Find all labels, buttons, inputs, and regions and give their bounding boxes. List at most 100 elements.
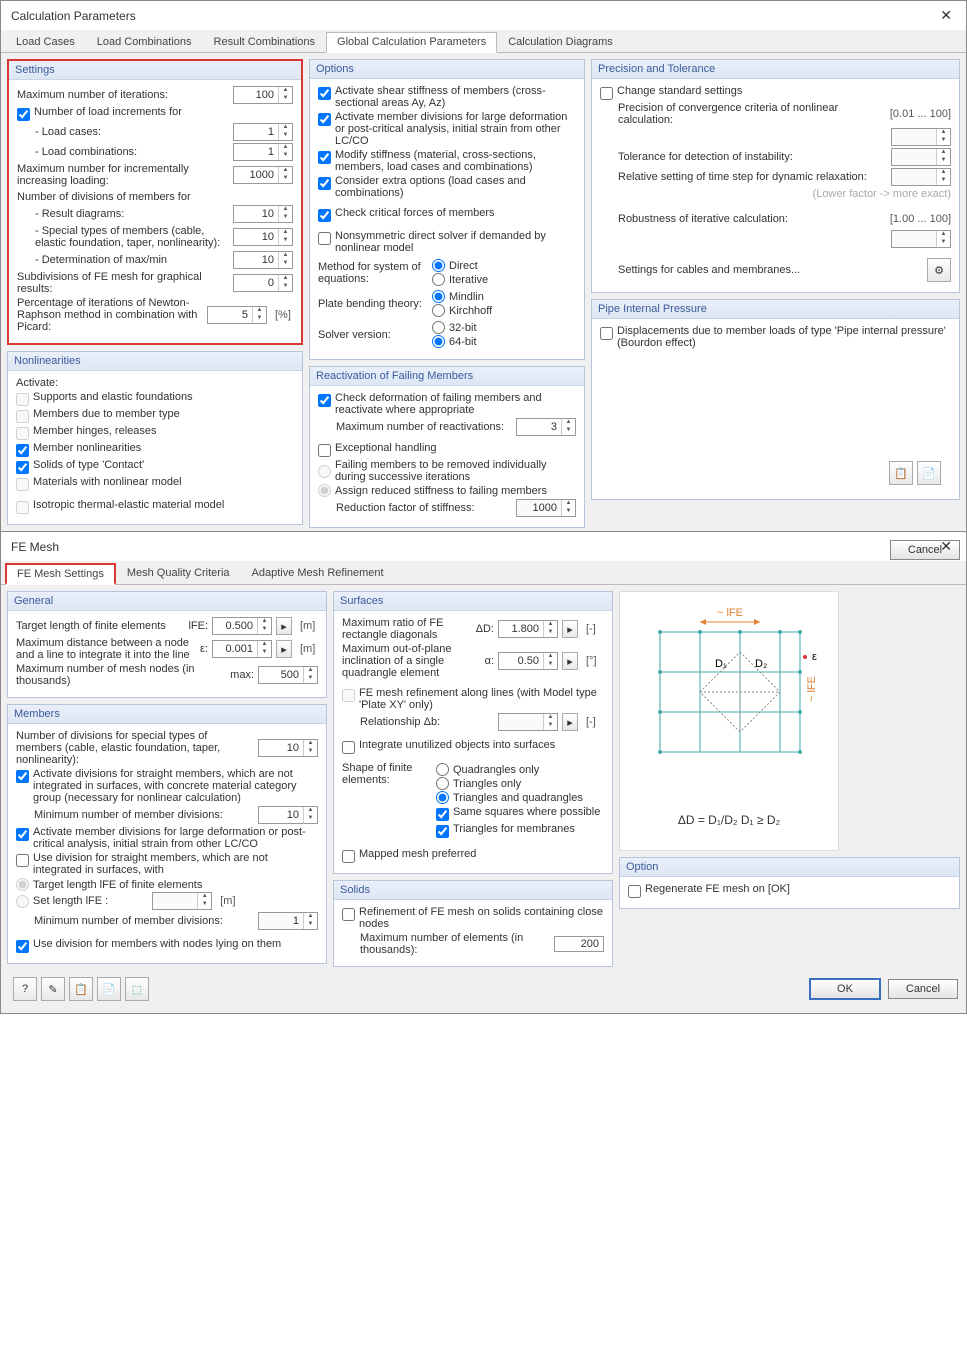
calc-params-dialog: Calculation Parameters ✕ Load Cases Load… bbox=[0, 0, 967, 567]
result-diag-input[interactable]: ▲▼ bbox=[233, 205, 293, 223]
group-option: Option Regenerate FE mesh on [OK] bbox=[619, 857, 960, 909]
max-iter-input[interactable]: ▲▼ bbox=[233, 86, 293, 104]
radio-64bit[interactable] bbox=[432, 335, 445, 348]
close-icon[interactable]: ✕ bbox=[936, 7, 956, 24]
icon-b[interactable]: 📄 bbox=[917, 461, 941, 485]
chk-same-sq[interactable] bbox=[436, 808, 449, 821]
lbl-max-iter: Maximum number of iterations: bbox=[17, 89, 229, 101]
maxnodes-input[interactable]: ▲▼ bbox=[258, 666, 318, 684]
chk-mapped[interactable] bbox=[342, 850, 355, 863]
chk-except[interactable] bbox=[318, 444, 331, 457]
chk-tri-memb[interactable] bbox=[436, 825, 449, 838]
incl-extra-icon[interactable]: ▸ bbox=[562, 652, 578, 670]
svg-text:~ lFE: ~ lFE bbox=[717, 607, 743, 619]
chk-nodes-lying[interactable] bbox=[16, 940, 29, 953]
tabs-2: FE Mesh Settings Mesh Quality Criteria A… bbox=[1, 561, 966, 585]
help-icon[interactable]: ? bbox=[13, 977, 37, 1001]
copy-icon[interactable]: 📋 bbox=[69, 977, 93, 1001]
mem-div-input[interactable]: ▲▼ bbox=[258, 739, 318, 757]
tab-calc-diag[interactable]: Calculation Diagrams bbox=[497, 32, 624, 52]
radio-iterative[interactable] bbox=[432, 273, 445, 286]
titlebar-2: FE Mesh ✕ bbox=[1, 532, 966, 561]
target-input[interactable]: ▲▼ bbox=[212, 617, 272, 635]
chk-solid-refine[interactable] bbox=[342, 908, 355, 921]
chk-extra[interactable] bbox=[318, 177, 331, 190]
tab-quality[interactable]: Mesh Quality Criteria bbox=[116, 563, 241, 584]
chk-members-type bbox=[16, 410, 29, 423]
tab-global-calc[interactable]: Global Calculation Parameters bbox=[326, 32, 497, 53]
tab-result-comb[interactable]: Result Combinations bbox=[203, 32, 327, 52]
group-reactivation: Reactivation of Failing Members Check de… bbox=[309, 366, 585, 528]
chk-change-std[interactable] bbox=[600, 87, 613, 100]
tabs-1: Load Cases Load Combinations Result Comb… bbox=[1, 30, 966, 53]
chk-act1[interactable] bbox=[16, 770, 29, 783]
special-input[interactable]: ▲▼ bbox=[233, 228, 293, 246]
radio-assign bbox=[318, 484, 331, 497]
maxmin-input[interactable]: ▲▼ bbox=[233, 251, 293, 269]
tab-load-cases[interactable]: Load Cases bbox=[5, 32, 86, 52]
titlebar-1: Calculation Parameters ✕ bbox=[1, 1, 966, 30]
chk-shear[interactable] bbox=[318, 87, 331, 100]
subdiv-input[interactable]: ▲▼ bbox=[233, 274, 293, 292]
chk-nonsym[interactable] bbox=[318, 232, 331, 245]
radio-tri-quad[interactable] bbox=[436, 791, 449, 804]
settings-head: Settings bbox=[9, 61, 301, 80]
chk-react-check[interactable] bbox=[318, 394, 331, 407]
tab-load-comb[interactable]: Load Combinations bbox=[86, 32, 203, 52]
svg-text:D₁: D₁ bbox=[715, 658, 727, 670]
bottom-iconbar: ? ✎ 📋 📄 ⬚ bbox=[9, 973, 153, 1005]
edit-icon[interactable]: ✎ bbox=[41, 977, 65, 1001]
target-extra-icon[interactable]: ▸ bbox=[276, 617, 292, 635]
tab-fe-settings[interactable]: FE Mesh Settings bbox=[5, 563, 116, 585]
group-solids: Solids Refinement of FE mesh on solids c… bbox=[333, 880, 613, 967]
chk-div-large[interactable] bbox=[318, 113, 331, 126]
chk-load-incr[interactable] bbox=[17, 108, 30, 121]
close-icon-2[interactable]: ✕ bbox=[936, 538, 956, 555]
paste-icon[interactable]: 📄 bbox=[97, 977, 121, 1001]
load-comb-input[interactable]: ▲▼ bbox=[233, 143, 293, 161]
chk-act2[interactable] bbox=[16, 828, 29, 841]
chk-critical[interactable] bbox=[318, 209, 331, 222]
radio-tri[interactable] bbox=[436, 777, 449, 790]
incl-input[interactable]: ▲▼ bbox=[498, 652, 558, 670]
svg-text:~ lFE: ~ lFE bbox=[806, 676, 818, 702]
cancel-button-2[interactable]: Cancel bbox=[888, 979, 958, 999]
ok-button[interactable]: OK bbox=[810, 979, 880, 999]
mesh-diagram: ~ lFE ε ~ lFE D₁D₂ ΔD = D₁/D₂ D₁ ≥ D₂ bbox=[619, 591, 839, 851]
group-pipe: Pipe Internal Pressure Displacements due… bbox=[591, 299, 960, 500]
mindiv-input[interactable]: ▲▼ bbox=[258, 806, 318, 824]
chk-materials bbox=[16, 478, 29, 491]
radio-set-lfe bbox=[16, 895, 29, 908]
chk-mod-stiff[interactable] bbox=[318, 151, 331, 164]
radio-mindlin[interactable] bbox=[432, 290, 445, 303]
ratio-extra-icon[interactable]: ▸ bbox=[562, 620, 578, 638]
tab-adaptive[interactable]: Adaptive Mesh Refinement bbox=[241, 563, 395, 584]
calc-icon[interactable]: ⬚ bbox=[125, 977, 149, 1001]
radio-32bit[interactable] bbox=[432, 321, 445, 334]
radio-quad[interactable] bbox=[436, 763, 449, 776]
maxdist-input[interactable]: ▲▼ bbox=[212, 640, 272, 658]
radio-direct[interactable] bbox=[432, 259, 445, 272]
max-react-input[interactable]: ▲▼ bbox=[516, 418, 576, 436]
group-members: Members Number of divisions for special … bbox=[7, 704, 327, 964]
radio-kirchhoff[interactable] bbox=[432, 304, 445, 317]
load-cases-input[interactable]: ▲▼ bbox=[233, 123, 293, 141]
chk-use-div[interactable] bbox=[16, 854, 29, 867]
ratio-input[interactable]: ▲▼ bbox=[498, 620, 558, 638]
picard-input[interactable]: ▲▼ bbox=[207, 306, 267, 324]
chk-hinges bbox=[16, 427, 29, 440]
max-incr-input[interactable]: ▲▼ bbox=[233, 166, 293, 184]
group-nonlinearities: Nonlinearities Activate: Supports and el… bbox=[7, 351, 303, 525]
radio-remove bbox=[318, 465, 331, 478]
chk-member-nonlin[interactable] bbox=[16, 444, 29, 457]
chk-contact[interactable] bbox=[16, 461, 29, 474]
maxdist-extra-icon[interactable]: ▸ bbox=[276, 640, 292, 658]
icon-a[interactable]: 📋 bbox=[889, 461, 913, 485]
cables-settings-icon: ⚙ bbox=[927, 258, 951, 282]
chk-integrate[interactable] bbox=[342, 741, 355, 754]
chk-regen[interactable] bbox=[628, 885, 641, 898]
solid-max-input[interactable] bbox=[554, 936, 604, 952]
chk-supports bbox=[16, 393, 29, 406]
chk-pipe[interactable] bbox=[600, 327, 613, 340]
fe-mesh-dialog: FE Mesh ✕ FE Mesh Settings Mesh Quality … bbox=[0, 531, 967, 1014]
